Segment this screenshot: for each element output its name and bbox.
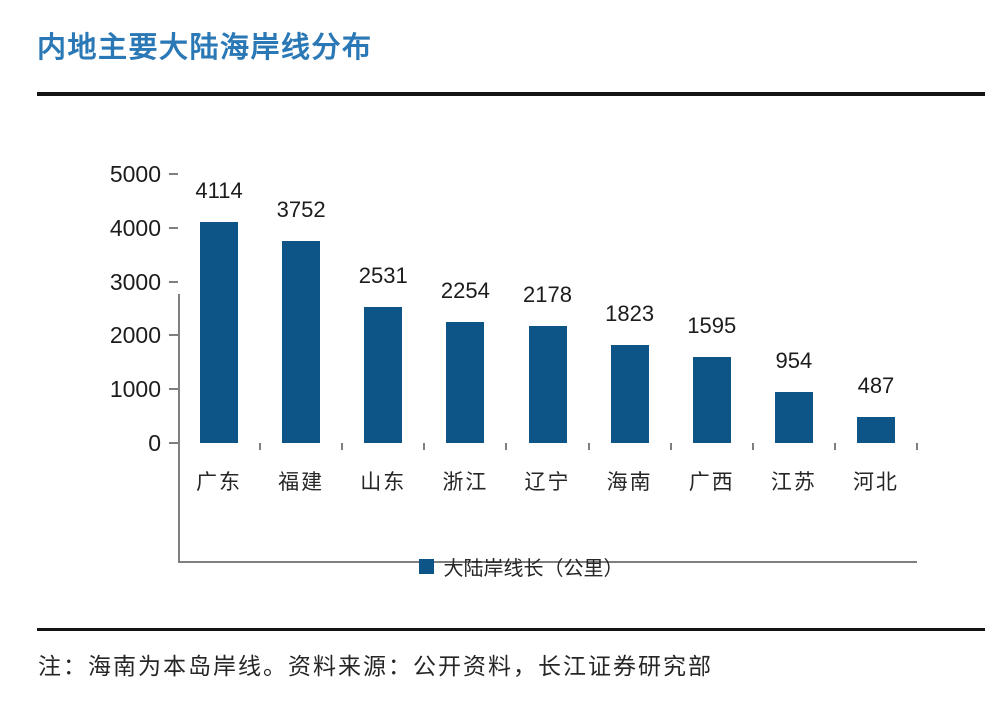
y-tick-label: 3000 (109, 268, 161, 295)
x-category-label: 海南 (606, 471, 653, 494)
bar-河北 (856, 416, 895, 443)
bar-value-label: 1823 (605, 300, 655, 326)
bar-山东 (364, 306, 403, 443)
plot-area (178, 294, 917, 563)
bar-value-label: 954 (775, 347, 813, 373)
legend-label: 大陆岸线长（公里） (443, 557, 624, 580)
x-tick-mark (751, 443, 754, 450)
x-category-label: 河北 (852, 471, 899, 494)
bar-广西 (692, 357, 731, 443)
x-category-label: 广西 (688, 471, 735, 494)
bar-海南 (610, 344, 649, 443)
x-tick-mark (916, 443, 918, 450)
title-divider-rule (37, 92, 985, 96)
bar-江苏 (774, 391, 813, 443)
x-tick-mark (833, 443, 836, 450)
bar-广东 (200, 221, 239, 443)
x-category-label: 浙江 (442, 471, 489, 494)
y-tick-mark (169, 388, 178, 391)
page-title: 内地主要大陆海岸线分布 (37, 32, 373, 64)
footnote: 注：海南为本岛岸线。资料来源：公开资料，长江证券研究部 (38, 653, 713, 679)
y-tick-mark (169, 442, 178, 444)
x-tick-mark (341, 443, 344, 450)
x-tick-mark (505, 443, 508, 450)
y-tick-label: 5000 (109, 161, 161, 187)
x-category-label: 辽宁 (524, 471, 571, 494)
bar-value-label: 3752 (276, 197, 326, 223)
bar-福建 (282, 241, 321, 443)
bar-辽宁 (528, 325, 567, 443)
x-tick-mark (669, 443, 672, 450)
y-tick-mark (169, 173, 178, 175)
x-category-label: 福建 (278, 471, 325, 494)
x-tick-mark (423, 443, 426, 450)
bar-value-label: 487 (857, 372, 895, 398)
bar-value-label: 2178 (523, 281, 572, 307)
bar-value-label: 2254 (440, 277, 490, 303)
bar-浙江 (446, 321, 485, 443)
bar-value-label: 1595 (687, 313, 737, 339)
x-tick-mark (259, 443, 262, 450)
bar-value-label: 4114 (195, 177, 243, 203)
bar-value-label: 2531 (358, 262, 408, 288)
y-tick-mark (169, 226, 178, 229)
legend-swatch (418, 558, 434, 574)
coastline-bar-chart: 0 1000 2000 3000 4000 5000 4114 3752 2531 2254 21… (0, 120, 1000, 600)
x-tick-mark (587, 443, 590, 450)
y-tick-label: 2000 (109, 322, 161, 349)
y-tick-mark (169, 334, 178, 337)
footer-divider-rule (37, 628, 985, 631)
chart-legend: 大陆岸线长（公里） (21, 553, 1000, 580)
x-category-label: 山东 (360, 471, 407, 494)
y-tick-label: 1000 (109, 376, 161, 403)
x-category-label: 江苏 (770, 471, 817, 494)
y-tick-mark (169, 280, 178, 283)
y-tick-label: 0 (148, 430, 161, 456)
x-category-label: 广东 (196, 471, 243, 494)
y-tick-label: 4000 (109, 214, 161, 241)
